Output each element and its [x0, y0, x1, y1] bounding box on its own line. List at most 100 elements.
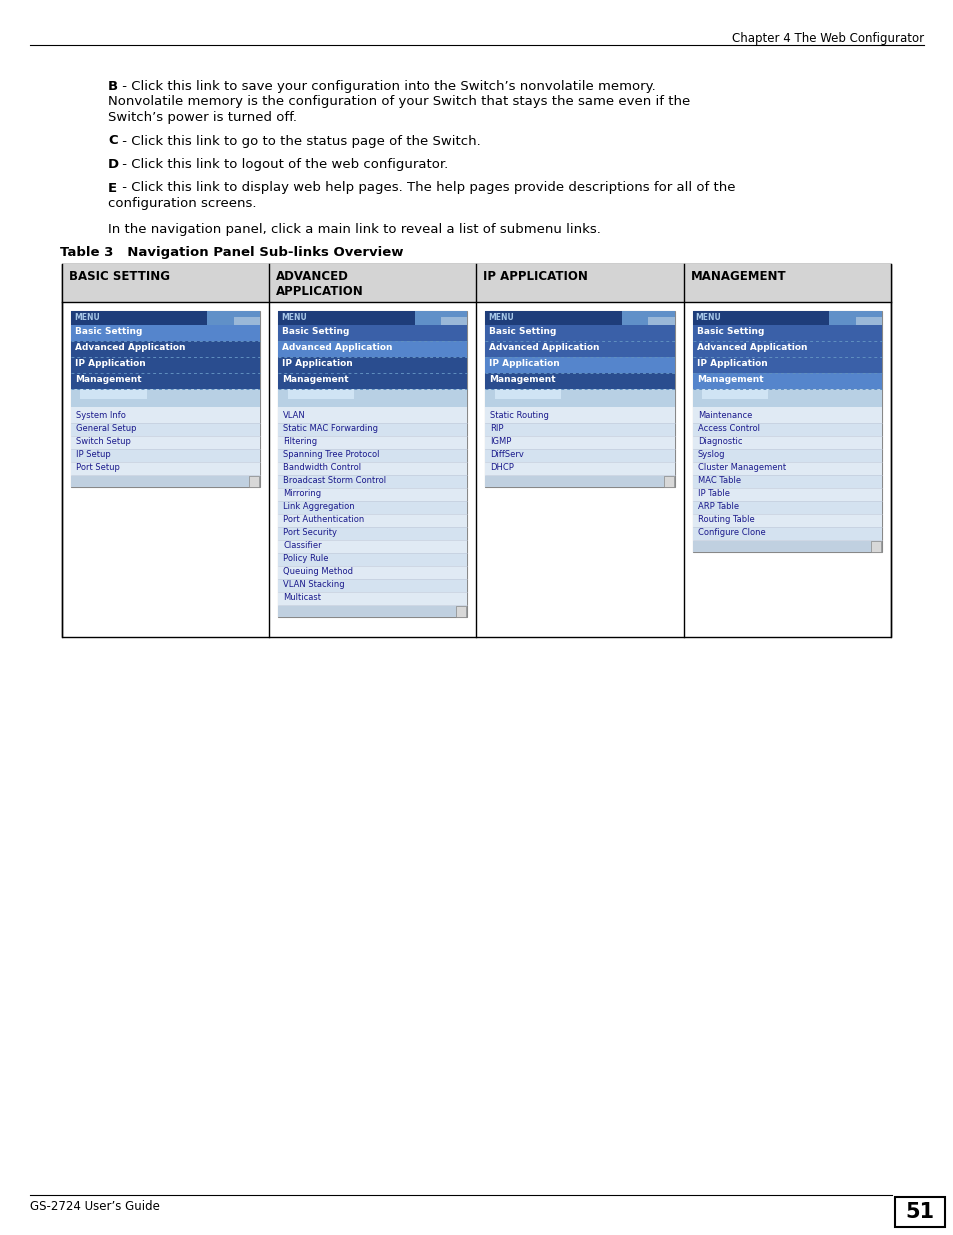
Text: Routing Table: Routing Table [697, 515, 754, 524]
Text: IP Application: IP Application [282, 359, 353, 368]
Text: Basic Setting: Basic Setting [489, 327, 557, 336]
Bar [80, 389, 147, 399]
Bar [456, 606, 466, 618]
Text: configuration screens.: configuration screens. [108, 198, 256, 210]
Text: Queuing Method: Queuing Method [283, 567, 353, 576]
Text: IP APPLICATION: IP APPLICATION [483, 270, 588, 283]
Bar [71, 373, 260, 389]
Text: ARP Table: ARP Table [697, 501, 739, 511]
Text: Chapter 4 The Web Configurator: Chapter 4 The Web Configurator [731, 32, 923, 44]
Bar [62, 264, 890, 637]
Text: DiffServ: DiffServ [490, 450, 524, 459]
Text: In the navigation panel, click a main link to reveal a list of submenu links.: In the navigation panel, click a main li… [108, 222, 600, 236]
Text: D: D [108, 158, 119, 170]
Bar [485, 373, 674, 389]
Bar [71, 311, 207, 325]
Text: Table 3   Navigation Panel Sub-links Overview: Table 3 Navigation Panel Sub-links Overv… [60, 246, 403, 259]
Text: IP Setup: IP Setup [76, 450, 111, 459]
Bar [692, 501, 882, 514]
Text: Nonvolatile memory is the configuration of your Switch that stays the same even : Nonvolatile memory is the configuration … [108, 95, 690, 109]
Bar [692, 341, 882, 357]
Text: Port Security: Port Security [283, 529, 337, 537]
Bar [621, 311, 674, 325]
Bar [692, 311, 828, 325]
Bar [692, 373, 882, 389]
Text: Management: Management [489, 375, 556, 384]
Bar [278, 475, 467, 488]
Bar [71, 357, 260, 373]
Text: Configure Clone: Configure Clone [697, 529, 764, 537]
Bar [71, 325, 260, 341]
Bar [71, 311, 260, 487]
Bar [278, 450, 467, 462]
Bar [278, 311, 467, 618]
Text: Static MAC Forwarding: Static MAC Forwarding [283, 424, 377, 433]
Text: - Click this link to display web help pages. The help pages provide descriptions: - Click this link to display web help pa… [118, 182, 735, 194]
Bar [485, 424, 674, 436]
Text: Access Control: Access Control [697, 424, 759, 433]
Bar [278, 357, 467, 373]
Bar [495, 389, 560, 399]
Text: Port Authentication: Port Authentication [283, 515, 364, 524]
Text: B: B [108, 80, 118, 93]
Bar [278, 373, 467, 389]
Text: C: C [108, 135, 117, 147]
Bar [71, 341, 260, 357]
Bar [71, 450, 260, 462]
Bar [62, 264, 890, 303]
Text: Policy Rule: Policy Rule [283, 555, 329, 563]
Bar [485, 450, 674, 462]
Bar [828, 311, 882, 325]
Text: Static Routing: Static Routing [490, 411, 549, 420]
Bar [278, 501, 467, 514]
Text: Advanced Application: Advanced Application [282, 343, 393, 352]
Bar [278, 325, 467, 341]
Text: MENU: MENU [695, 312, 720, 322]
Text: RIP: RIP [490, 424, 503, 433]
Text: Syslog: Syslog [697, 450, 724, 459]
Text: IP Application: IP Application [75, 359, 146, 368]
Text: E: E [108, 182, 117, 194]
Text: Management: Management [696, 375, 762, 384]
Bar [71, 424, 260, 436]
Bar [278, 341, 467, 357]
Bar [278, 579, 467, 592]
Bar [207, 311, 260, 325]
Bar [278, 527, 467, 540]
Bar [71, 389, 260, 408]
Bar [278, 408, 467, 606]
Text: Port Setup: Port Setup [76, 463, 120, 472]
Text: - Click this link to save your configuration into the Switch’s nonvolatile memor: - Click this link to save your configura… [118, 80, 655, 93]
Text: Filtering: Filtering [283, 437, 317, 446]
Bar [692, 311, 882, 552]
Text: System Info: System Info [76, 411, 126, 420]
Bar [278, 389, 467, 408]
Bar [288, 389, 354, 399]
Text: Advanced Application: Advanced Application [696, 343, 806, 352]
Text: 51: 51 [904, 1202, 934, 1221]
Text: Maintenance: Maintenance [697, 411, 751, 420]
Bar [278, 606, 467, 618]
Bar [440, 316, 467, 325]
Text: Multicast: Multicast [283, 593, 321, 601]
Bar [692, 408, 882, 541]
Text: - Click this link to logout of the web configurator.: - Click this link to logout of the web c… [118, 158, 448, 170]
Bar [485, 357, 674, 373]
Text: MENU: MENU [488, 312, 514, 322]
Bar [249, 475, 259, 487]
Bar [485, 408, 674, 475]
Bar [414, 311, 467, 325]
Bar [485, 311, 674, 487]
Text: Advanced Application: Advanced Application [75, 343, 185, 352]
Bar [485, 475, 674, 487]
Bar [692, 475, 882, 488]
Text: IP Application: IP Application [696, 359, 767, 368]
Bar [648, 316, 674, 325]
Bar [485, 389, 674, 408]
Bar [692, 389, 882, 408]
Bar [278, 424, 467, 436]
Text: Advanced Application: Advanced Application [489, 343, 599, 352]
Text: Switch’s power is turned off.: Switch’s power is turned off. [108, 111, 296, 124]
Text: Mirroring: Mirroring [283, 489, 321, 498]
Bar [71, 475, 260, 487]
